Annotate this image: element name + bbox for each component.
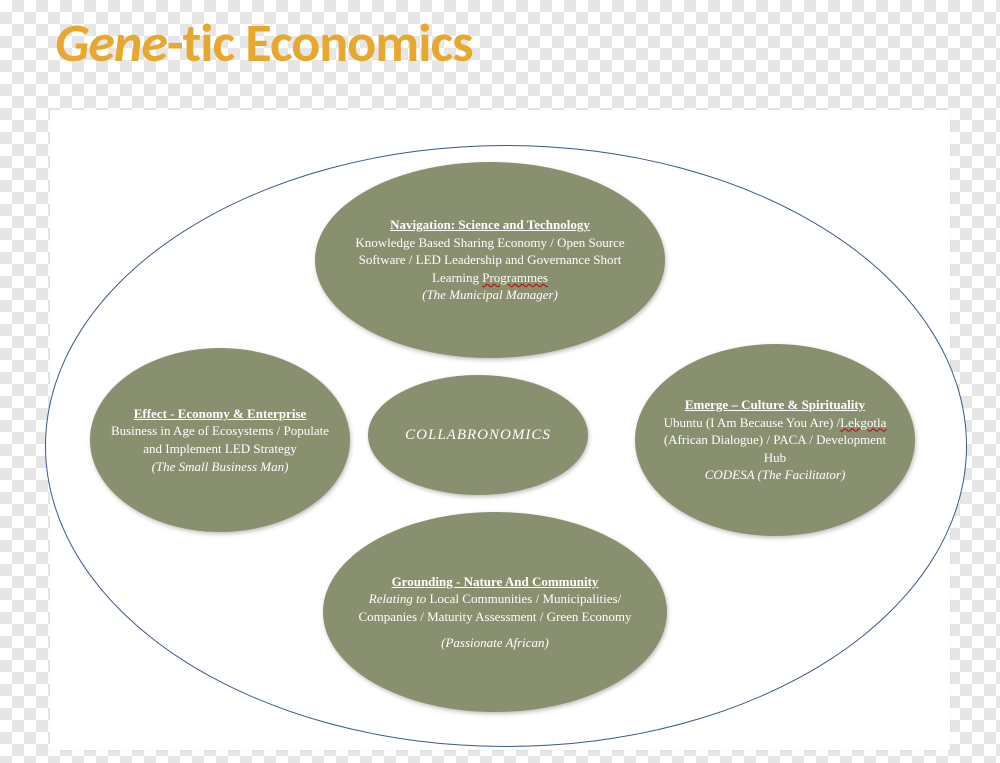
bubble-center-collabronomics: COLLABRONOMICS xyxy=(368,375,588,495)
diagram-frame: Navigation: Science and Technology Knowl… xyxy=(50,110,950,750)
bubble-right-body: Ubuntu (I Am Because You Are) /Lekgotla … xyxy=(653,414,897,467)
bubble-left-body: Business in Age of Ecosystems / Populate… xyxy=(108,422,332,457)
bubble-left-heading: Effect - Economy & Enterprise xyxy=(134,405,307,423)
slide-canvas: Gene-tic Economics Navigation: Science a… xyxy=(0,0,1000,763)
bubble-top-navigation: Navigation: Science and Technology Knowl… xyxy=(315,162,665,358)
bubble-right-heading: Emerge – Culture & Spirituality xyxy=(685,396,865,414)
bubble-top-body: Knowledge Based Sharing Economy / Open S… xyxy=(343,234,637,287)
bubble-bottom-persona: (Passionate African) xyxy=(441,634,549,652)
bubble-bottom-heading: Grounding - Nature And Community xyxy=(392,573,599,591)
spellcheck-squiggle: Programmes xyxy=(482,270,548,285)
page-title: Gene-tic Economics xyxy=(55,10,473,76)
bubble-top-heading: Navigation: Science and Technology xyxy=(390,216,590,234)
title-rest: -tic Economics xyxy=(167,10,473,76)
center-label: COLLABRONOMICS xyxy=(405,425,551,445)
title-emphasis: Gene xyxy=(55,10,167,76)
bubble-right-emerge: Emerge – Culture & Spirituality Ubuntu (… xyxy=(635,344,915,536)
bubble-left-persona: (The Small Business Man) xyxy=(152,458,289,476)
bubble-left-effect: Effect - Economy & Enterprise Business i… xyxy=(90,348,350,532)
bubble-bottom-grounding: Grounding - Nature And Community Relatin… xyxy=(323,512,667,712)
bubble-top-persona: (The Municipal Manager) xyxy=(422,286,558,304)
bubble-bottom-body: Relating to Local Communities / Municipa… xyxy=(347,590,643,625)
bubble-right-persona: CODESA (The Facilitator) xyxy=(705,466,846,484)
spellcheck-squiggle: Lekgotla xyxy=(840,415,886,430)
